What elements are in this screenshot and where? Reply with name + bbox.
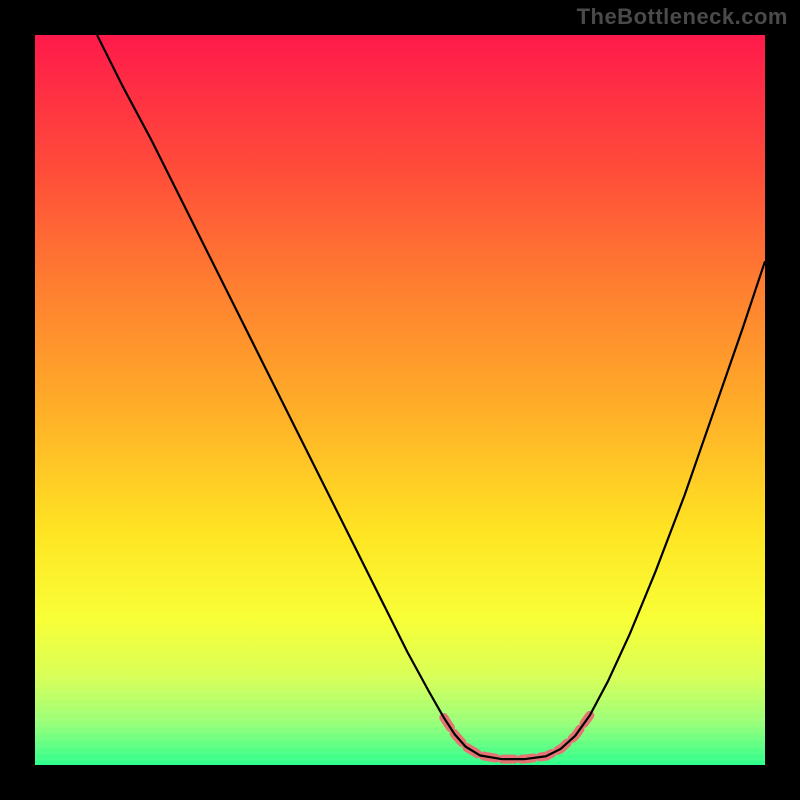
bottom-stripe [35, 748, 765, 750]
bottom-stripe [35, 708, 765, 710]
bottleneck-chart [35, 35, 765, 765]
bottom-stripe [35, 762, 765, 764]
bottom-stripe [35, 758, 765, 760]
bottom-stripe [35, 691, 765, 693]
bottom-stripe [35, 728, 765, 730]
bottom-stripe [35, 688, 765, 690]
bottom-stripe [35, 701, 765, 703]
bottom-stripe [35, 735, 765, 737]
bottom-stripe [35, 725, 765, 727]
bottom-stripe [35, 698, 765, 700]
bottom-stripe [35, 714, 765, 716]
bottom-stripe [35, 704, 765, 706]
bottom-stripe [35, 755, 765, 757]
bottom-stripe [35, 677, 765, 679]
bottom-stripe [35, 681, 765, 683]
chart-background [35, 35, 765, 765]
bottom-stripe [35, 694, 765, 696]
bottom-stripe [35, 721, 765, 723]
bottom-stripe [35, 684, 765, 686]
bottom-stripe [35, 741, 765, 743]
bottom-stripe [35, 718, 765, 720]
bottom-stripe [35, 745, 765, 747]
bottom-stripe [35, 752, 765, 754]
bottom-stripe [35, 731, 765, 733]
watermark-text: TheBottleneck.com [577, 4, 788, 30]
chart-container: TheBottleneck.com [0, 0, 800, 800]
bottom-stripe [35, 738, 765, 740]
bottom-stripe [35, 711, 765, 713]
